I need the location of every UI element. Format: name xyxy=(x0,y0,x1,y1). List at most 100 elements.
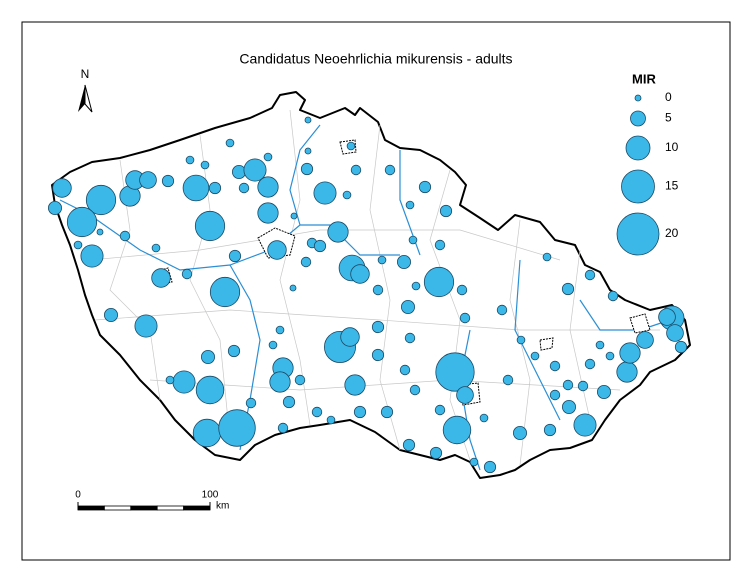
site-bubble xyxy=(636,331,654,349)
site-bubble xyxy=(245,397,257,409)
site-bubble xyxy=(353,405,367,419)
legend-title: MIR xyxy=(632,71,656,86)
site-bubble xyxy=(456,386,474,404)
site-bubble xyxy=(294,374,306,386)
site-bubble xyxy=(549,360,561,372)
site-bubble xyxy=(516,335,526,345)
site-bubble xyxy=(182,174,210,202)
site-bubble xyxy=(597,384,612,399)
site-bubble xyxy=(400,299,415,314)
site-bubble xyxy=(208,181,222,195)
site-bubble xyxy=(225,138,235,148)
site-bubble xyxy=(513,425,528,440)
scale-segment xyxy=(156,505,184,511)
site-bubble xyxy=(408,235,418,245)
site-bubble xyxy=(423,266,455,298)
rivers xyxy=(59,124,671,471)
site-bubble xyxy=(52,178,72,198)
site-bubble xyxy=(543,423,557,437)
north-label: N xyxy=(81,67,90,81)
site-bubble xyxy=(257,202,279,224)
site-bubble xyxy=(399,364,411,376)
site-bubble xyxy=(313,239,327,253)
site-bubble xyxy=(172,370,196,394)
site-bubble xyxy=(282,395,296,409)
site-bubble xyxy=(311,406,323,418)
site-bubble xyxy=(456,284,468,296)
site-bubble xyxy=(228,249,242,263)
site-bubble xyxy=(340,327,360,347)
site-bubble xyxy=(119,230,131,242)
site-bubble xyxy=(139,171,157,189)
legend-label: 15 xyxy=(665,179,679,193)
site-bubble xyxy=(479,413,489,423)
legend-label: 20 xyxy=(665,226,679,240)
site-bubble xyxy=(192,418,222,448)
site-bubble xyxy=(439,204,453,218)
site-bubble xyxy=(267,240,287,260)
site-bubble xyxy=(218,409,256,447)
scale-unit: km xyxy=(216,501,229,512)
site-bubble xyxy=(269,371,291,393)
site-bubble xyxy=(313,181,337,205)
site-bubble xyxy=(434,239,446,251)
site-bubble xyxy=(195,375,225,405)
site-bubble xyxy=(200,160,210,170)
site-bubble xyxy=(104,307,119,322)
site-bubble xyxy=(257,176,279,198)
site-bubble xyxy=(459,312,471,324)
site-bubble xyxy=(165,375,175,385)
site-bubble xyxy=(372,284,384,296)
site-bubble xyxy=(584,269,596,281)
site-bubble xyxy=(562,399,577,414)
site-bubble xyxy=(530,351,540,361)
scale-label: 100 xyxy=(202,490,219,501)
scale-segment xyxy=(104,505,132,511)
site-bubble xyxy=(85,184,117,216)
site-bubble xyxy=(161,174,175,188)
legend-label: 0 xyxy=(665,90,672,104)
site-bubble xyxy=(605,351,615,361)
site-bubble xyxy=(561,282,575,296)
site-bubble xyxy=(185,155,195,165)
site-bubble xyxy=(304,147,312,155)
site-bubble xyxy=(73,240,83,250)
site-bubble xyxy=(584,358,596,370)
site-bubble xyxy=(674,340,688,354)
legend: 0 5 10 15 20 xyxy=(616,90,679,256)
site-bubble xyxy=(350,164,362,176)
site-bubble xyxy=(290,212,298,220)
site-bubble xyxy=(151,243,161,253)
site-bubble xyxy=(327,221,349,243)
site-bubble xyxy=(469,457,479,467)
legend-bubble xyxy=(634,94,642,102)
site-bubble xyxy=(434,404,446,416)
site-bubble xyxy=(227,344,241,358)
site-bubble xyxy=(263,152,273,162)
legend-label: 10 xyxy=(665,140,679,154)
site-bubble xyxy=(573,413,597,437)
site-bubble xyxy=(209,276,241,308)
site-bubble xyxy=(483,460,497,474)
north-arrow: N xyxy=(78,67,93,113)
site-bubble xyxy=(411,281,421,291)
site-bubble xyxy=(442,415,472,445)
site-bubble xyxy=(181,268,193,280)
site-bubble xyxy=(607,290,619,302)
site-bubble xyxy=(346,141,356,151)
site-bubble xyxy=(80,244,104,268)
site-bubble xyxy=(371,320,385,334)
site-bubble xyxy=(238,182,250,194)
legend-bubble xyxy=(625,135,651,161)
site-bubble xyxy=(151,268,171,288)
scale-segment xyxy=(183,505,211,511)
site-bubble xyxy=(616,361,638,383)
site-bubble xyxy=(496,304,508,316)
site-bubble xyxy=(289,284,297,292)
sites xyxy=(48,116,688,474)
site-bubble xyxy=(619,342,641,364)
site-bubble xyxy=(595,340,605,350)
site-bubble xyxy=(350,264,370,284)
